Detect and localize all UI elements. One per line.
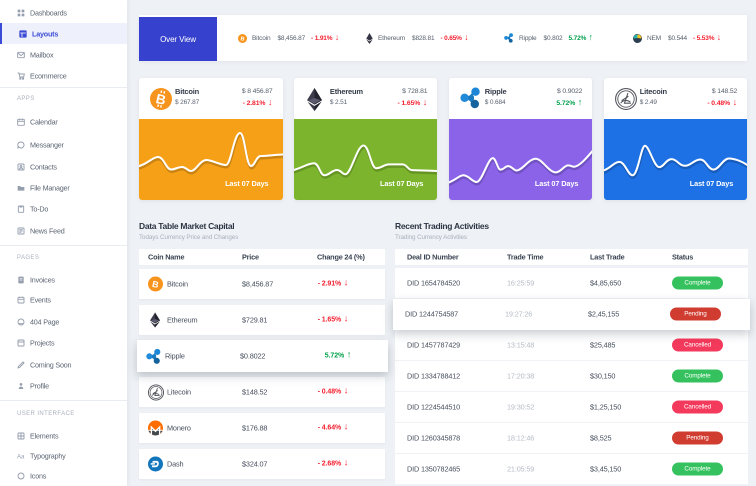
svg-text:Aa: Aa: [17, 454, 25, 460]
svg-text:B: B: [151, 278, 160, 289]
svg-text:B: B: [240, 36, 245, 43]
svg-text:B: B: [154, 91, 167, 108]
